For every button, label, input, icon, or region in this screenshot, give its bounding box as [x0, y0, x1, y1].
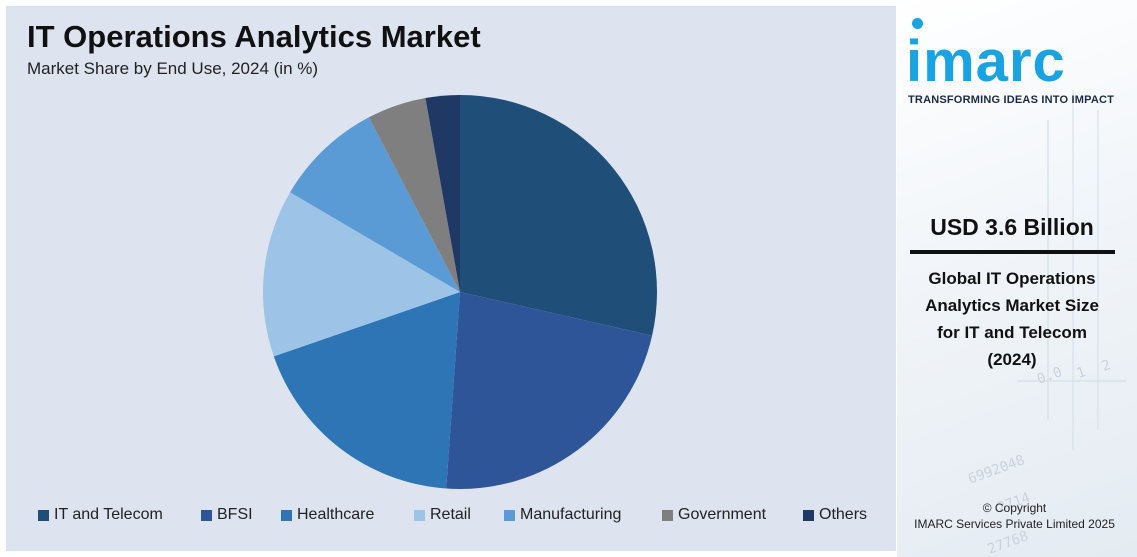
- chart-subtitle: Market Share by End Use, 2024 (in %): [27, 59, 319, 78]
- legend-swatch: [662, 510, 673, 521]
- pie-slice-government: [368, 98, 460, 292]
- legend-swatch: [803, 510, 814, 521]
- kpi-divider: [910, 250, 1115, 254]
- legend-label: Retail: [430, 506, 471, 523]
- legend-label: Manufacturing: [520, 506, 622, 523]
- brand-tagline: TRANSFORMING IDEAS INTO IMPACT: [908, 94, 1115, 106]
- decor-number: 6992048: [966, 452, 1027, 488]
- pie-slice-it-and-telecom: [460, 95, 658, 336]
- chart-legend: IT and Telecom BFSI Healthcare Retail Manufa…: [6, 504, 896, 528]
- kpi-caption: Global IT Operations Analytics Market Si…: [897, 265, 1127, 373]
- decor-line: [1072, 90, 1074, 450]
- legend-label: Others: [819, 506, 868, 523]
- legend-label: IT and Telecom: [54, 506, 163, 523]
- decor-number: 27768: [985, 528, 1031, 557]
- legend-swatch: [38, 510, 49, 521]
- legend-swatch: [414, 510, 425, 521]
- kpi-caption-line: Analytics Market Size: [925, 296, 1099, 315]
- decor-line: [1097, 110, 1099, 430]
- pie-chart: [262, 95, 658, 490]
- pie-slice-manufacturing: [290, 117, 460, 292]
- copyright: © Copyright IMARC Services Private Limit…: [897, 500, 1132, 532]
- logo-dot: [912, 18, 923, 29]
- legend-swatch: [504, 510, 515, 521]
- kpi-caption-line: for IT and Telecom: [937, 323, 1087, 342]
- pie-slice-healthcare: [273, 292, 460, 489]
- legend-swatch: [201, 510, 212, 521]
- pie-slice-others: [425, 95, 460, 292]
- kpi-caption-line: (2024): [987, 350, 1037, 369]
- pie-slice-bfsi: [446, 292, 653, 490]
- copyright-line: © Copyright: [982, 501, 1047, 515]
- pie-slice-retail: [262, 192, 460, 357]
- chart-title: IT Operations Analytics Market: [27, 19, 481, 54]
- kpi-value: USD 3.6 Billion: [930, 214, 1094, 240]
- copyright-line: IMARC Services Private Limited 2025: [914, 517, 1115, 531]
- chart-panel: IT Operations Analytics Market Market Sh…: [6, 6, 896, 551]
- legend-swatch: [281, 510, 292, 521]
- decor-line: [1017, 380, 1127, 382]
- legend-label: Healthcare: [297, 506, 375, 523]
- legend-label: Government: [678, 506, 767, 523]
- brand-logo: imarc: [906, 29, 1066, 94]
- side-panel: 0.0 1 2 6992048 2714 27768 imarc TRANSFO…: [897, 0, 1137, 557]
- decor-line: [1047, 120, 1049, 420]
- kpi-caption-line: Global IT Operations: [928, 269, 1096, 288]
- legend-label: BFSI: [217, 506, 253, 523]
